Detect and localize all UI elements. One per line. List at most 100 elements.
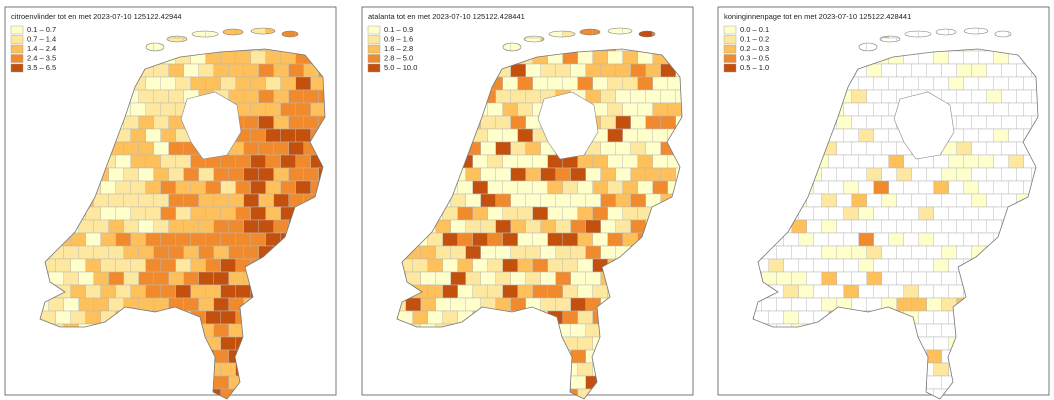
municipality (450, 245, 467, 260)
island (523, 35, 545, 43)
municipality (941, 89, 959, 104)
island (904, 30, 932, 38)
municipality (220, 232, 237, 247)
municipality (123, 245, 142, 260)
municipality (168, 245, 185, 260)
municipality (600, 167, 619, 182)
municipality (510, 193, 528, 208)
municipality (956, 219, 975, 234)
municipality (873, 284, 890, 299)
municipality (502, 76, 519, 91)
legend-label: 3.5 – 6.5 (27, 63, 56, 72)
municipality (843, 284, 860, 299)
municipality (258, 219, 275, 234)
municipality (235, 180, 254, 195)
municipality (585, 193, 602, 208)
municipality (798, 310, 815, 325)
municipality (978, 102, 995, 117)
island (502, 42, 522, 52)
municipality (183, 63, 200, 78)
lake (537, 91, 599, 160)
municipality (562, 206, 579, 221)
legend-label: 0.1 – 0.2 (740, 34, 769, 43)
island (145, 42, 165, 52)
municipality (190, 180, 207, 195)
municipality (1031, 89, 1038, 104)
municipality (622, 154, 639, 169)
legend-label: 0.9 – 1.6 (384, 34, 413, 43)
municipality (592, 206, 610, 221)
municipality (768, 258, 785, 273)
municipality (108, 271, 127, 286)
municipality (637, 180, 654, 195)
municipality (652, 128, 671, 143)
municipality (175, 154, 192, 169)
municipality (1001, 115, 1018, 130)
municipality (420, 245, 437, 260)
municipality (851, 141, 869, 156)
municipality (933, 284, 950, 299)
map-panel: koninginnenpage tot en met 2023-07-10 12… (717, 6, 1050, 400)
municipality (175, 232, 193, 247)
municipality (510, 63, 528, 78)
legend-label: 0.0 – 0.1 (740, 25, 769, 34)
municipality (540, 297, 557, 312)
municipality (630, 115, 648, 130)
municipality (888, 206, 906, 221)
municipality (858, 76, 877, 91)
municipality (93, 271, 111, 286)
municipality (220, 206, 237, 221)
lake (180, 91, 242, 160)
municipality (472, 232, 489, 247)
municipality (978, 180, 997, 195)
municipality (776, 245, 793, 260)
municipality (986, 115, 1004, 130)
municipality (851, 89, 868, 104)
municipality (948, 154, 967, 169)
municipality (93, 219, 111, 234)
municipality (630, 89, 648, 104)
municipality (63, 245, 80, 260)
municipality (600, 89, 617, 104)
municipality (435, 271, 453, 286)
legend-label: 0.2 – 0.3 (740, 44, 769, 53)
municipality (926, 271, 944, 286)
municipality (175, 76, 194, 91)
island (579, 28, 601, 36)
municipality (630, 193, 648, 208)
municipality (175, 180, 192, 195)
municipality (318, 89, 325, 104)
municipality (888, 284, 905, 299)
municipality (525, 219, 543, 234)
municipality (783, 310, 800, 325)
municipality (138, 219, 156, 234)
municipality (577, 258, 594, 273)
municipality (517, 232, 535, 247)
municipality (1008, 128, 1026, 143)
municipality (547, 76, 565, 91)
municipality (555, 193, 573, 208)
municipality (525, 167, 542, 182)
municipality (540, 219, 557, 234)
municipality (273, 141, 290, 156)
legend-swatch (10, 25, 24, 35)
municipality (570, 245, 587, 260)
municipality (607, 128, 624, 143)
municipality (851, 167, 869, 182)
municipality (806, 271, 823, 286)
island (607, 27, 633, 35)
municipality (555, 245, 573, 260)
municipality (562, 232, 580, 247)
municipality (933, 310, 950, 325)
municipality (412, 310, 430, 325)
municipality (480, 141, 498, 156)
municipality (502, 128, 521, 143)
municipality (115, 206, 132, 221)
municipality (303, 115, 322, 130)
municipality (577, 310, 596, 325)
municipality (138, 89, 155, 104)
municipality (903, 284, 921, 299)
municipality (630, 141, 649, 156)
municipality (813, 258, 831, 273)
municipality (532, 232, 549, 247)
